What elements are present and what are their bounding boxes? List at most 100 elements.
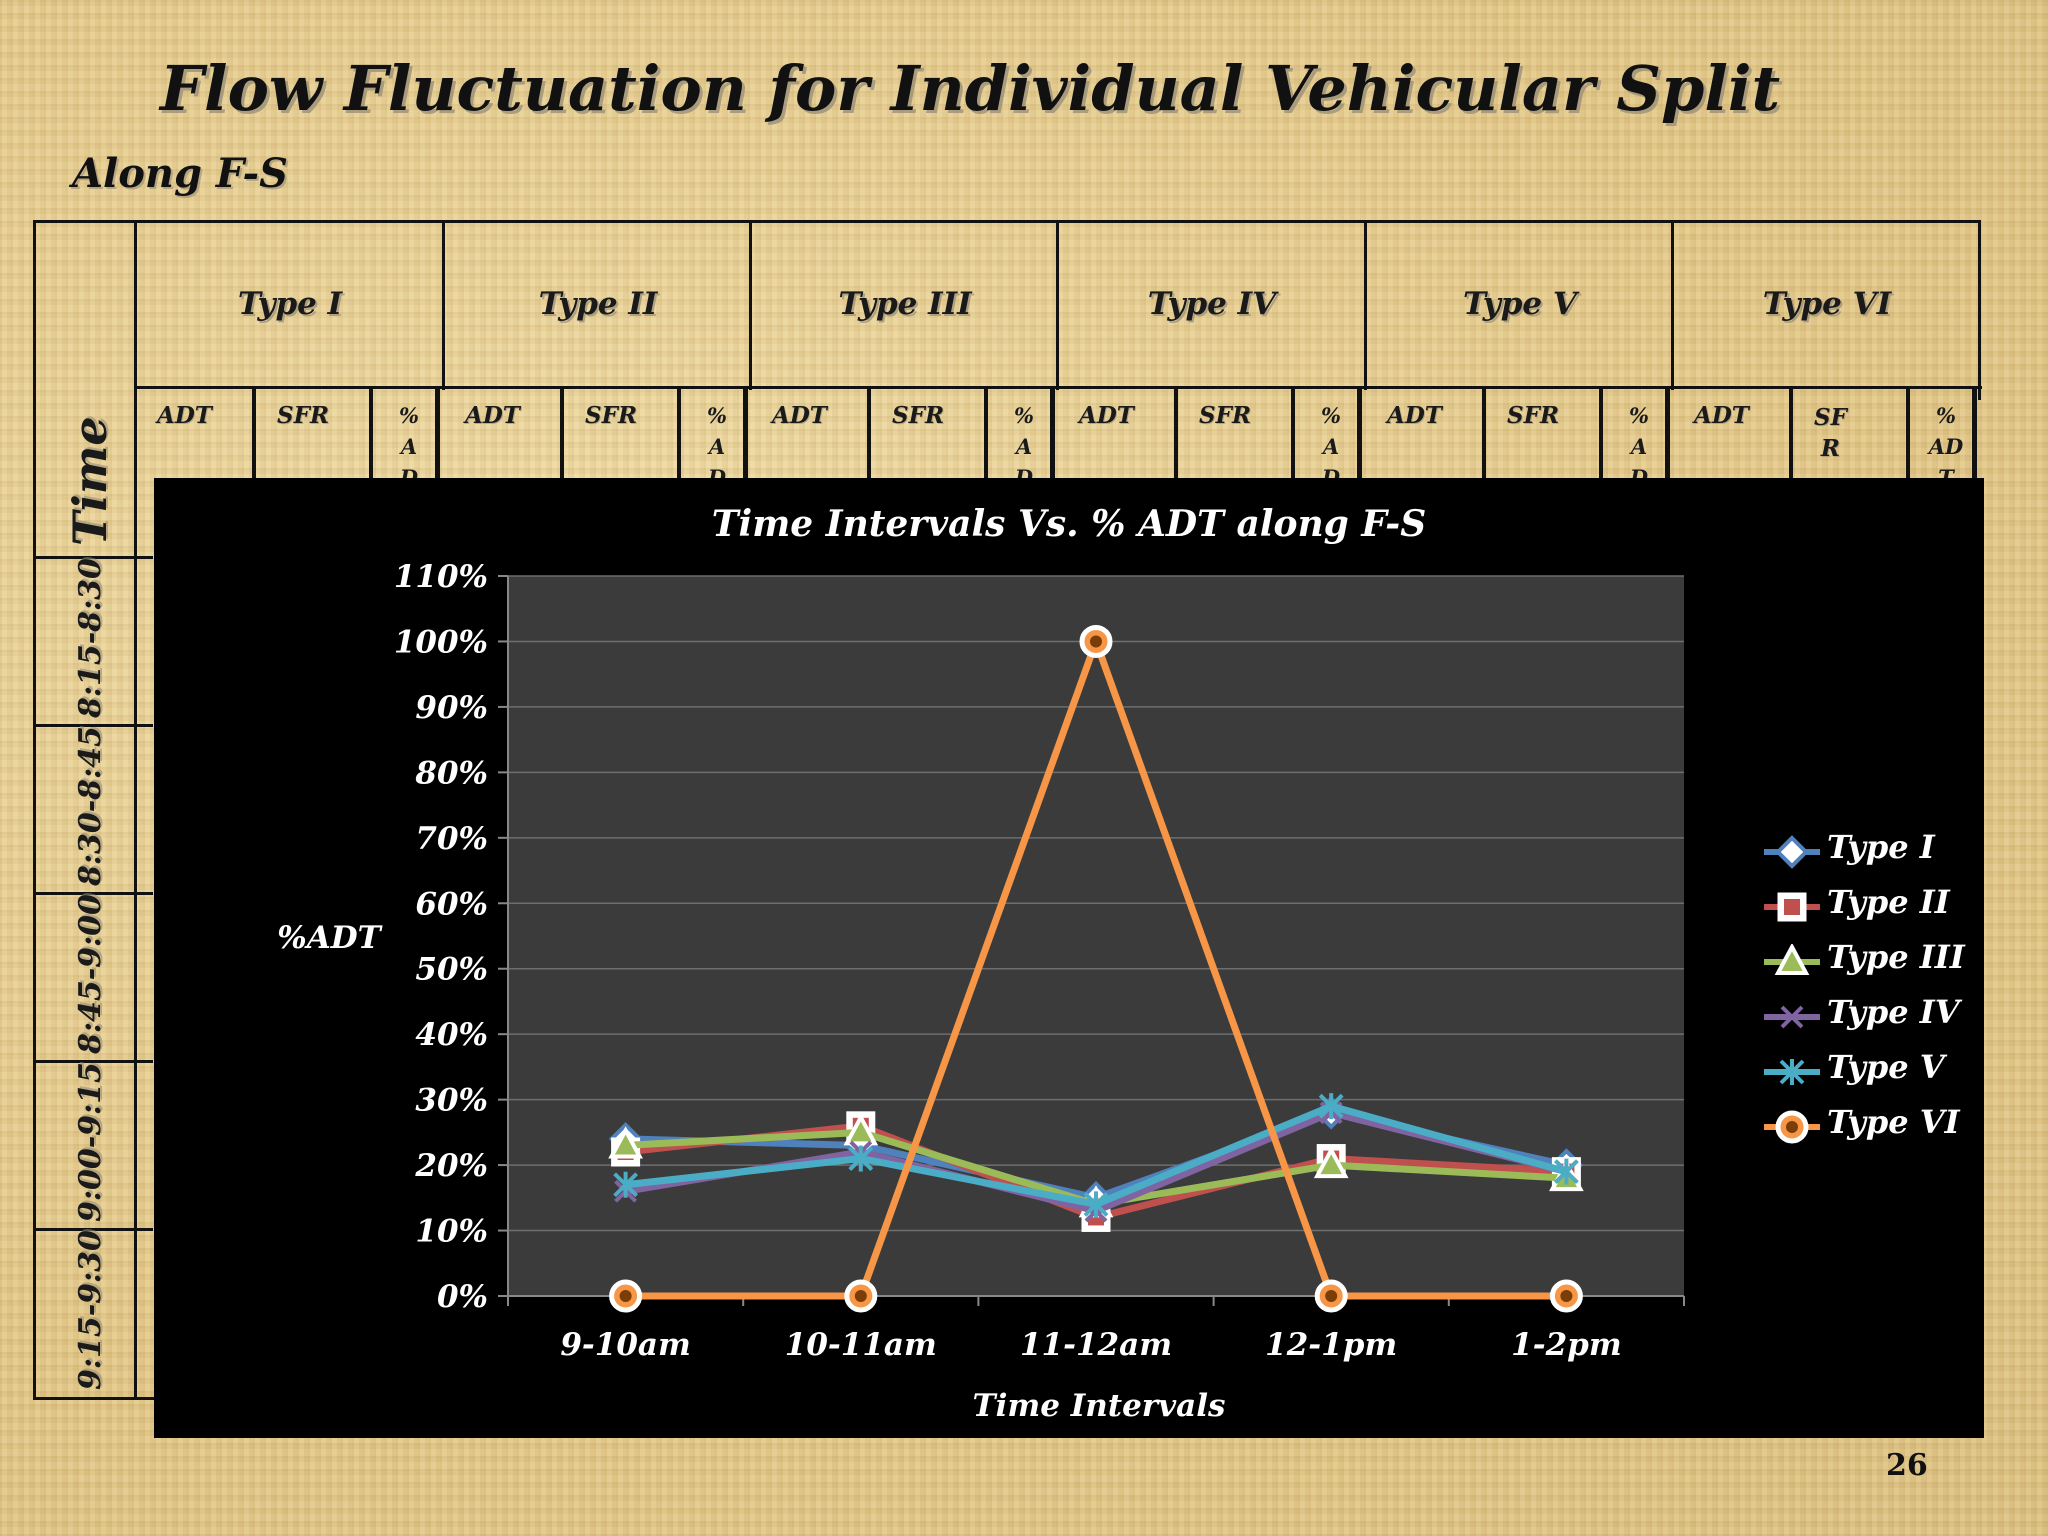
time-row-label: 8:45-9:00: [73, 894, 108, 1054]
x-tick-label: 12-1pm: [1265, 1327, 1397, 1363]
time-row-label: 9:15-9:30: [73, 1230, 108, 1390]
slide-title: Flow Fluctuation for Individual Vehicula…: [160, 52, 1781, 125]
sub-header: ADT: [1387, 402, 1442, 429]
y-axis-title: %ADT: [277, 920, 382, 956]
type-header: Type I: [237, 286, 343, 322]
y-tick-label: 50%: [415, 952, 488, 988]
legend-swatch: [1764, 1059, 1820, 1085]
sub-header: ADT: [772, 402, 827, 429]
y-tick-label: 70%: [415, 821, 488, 857]
series-type-vi: [609, 624, 1583, 1313]
sub-header: SFR: [1507, 402, 1560, 429]
time-header: Time: [63, 416, 117, 546]
legend-marker: [1775, 1110, 1809, 1144]
type-header: Type III: [838, 286, 972, 322]
time-row-label: 9:00-9:15: [73, 1062, 108, 1222]
data-point: [1553, 1158, 1579, 1185]
line-chart: 0% 10% 20% 30% 40% 50% 60% 70% 80% 90% 100% 110% 9-1…: [154, 478, 1984, 1438]
sub-header: SFR: [1199, 402, 1252, 429]
y-tick-label: 40%: [415, 1017, 488, 1053]
cell-border: [1482, 386, 1486, 478]
data-point: [844, 1279, 878, 1313]
cell-border: [435, 386, 440, 478]
legend-label: Type IV: [1827, 993, 1960, 1031]
cell-border: [1599, 386, 1603, 478]
cell-border: [984, 386, 988, 478]
slide-subtitle: Along F-S: [72, 150, 288, 197]
cell-border: [560, 386, 564, 478]
data-point: [1313, 1145, 1349, 1179]
data-point: [1549, 1279, 1583, 1313]
page-number: 26: [1886, 1448, 1928, 1483]
chart-title: Time Intervals Vs. % ADT along F-S: [712, 503, 1426, 545]
sub-header: ADT: [157, 402, 212, 429]
data-point: [608, 1126, 643, 1159]
y-tick-label: 20%: [414, 1148, 488, 1184]
cell-border: [1291, 386, 1295, 478]
x-tick-label: 1-2pm: [1511, 1327, 1621, 1363]
cell-border: [743, 386, 748, 478]
type-header: Type V: [1463, 286, 1577, 322]
legend-label: Type VI: [1827, 1103, 1960, 1141]
x-tick-label: 10-11am: [785, 1327, 937, 1363]
x-tick-label: 11-12am: [1020, 1327, 1172, 1363]
series-type-v: [613, 1093, 1579, 1218]
cell-border: [867, 386, 871, 478]
legend-label: Type II: [1827, 883, 1950, 921]
legend-marker: [1777, 892, 1807, 922]
y-tick-label: 100%: [394, 624, 488, 660]
legend-marker: [1779, 1059, 1805, 1085]
y-tick-label: 10%: [415, 1214, 488, 1250]
cell-border: [1789, 386, 1793, 478]
sub-header: SFR: [277, 402, 330, 429]
cell-border: [252, 386, 256, 478]
sub-header: SFR: [892, 402, 945, 429]
data-point: [1083, 1191, 1109, 1218]
y-tick-label: 80%: [414, 755, 488, 791]
legend-label: Type III: [1827, 938, 1965, 976]
cell-border: [1357, 386, 1362, 478]
time-row-label: 8:30-8:45: [73, 726, 108, 886]
time-row-label: 8:15-8:30: [73, 558, 108, 718]
legend-swatch: [1764, 835, 1820, 869]
x-axis-title: Time Intervals: [973, 1388, 1226, 1424]
sub-header: SFR: [585, 402, 638, 429]
type-header: Type VI: [1762, 286, 1892, 322]
data-point: [1314, 1279, 1348, 1313]
data-point: [613, 1171, 639, 1198]
y-tick-label: 110%: [394, 559, 488, 595]
y-tick-label: 0%: [437, 1279, 488, 1315]
chart-svg: 0% 10% 20% 30% 40% 50% 60% 70% 80% 90% 100% 110% 9-1…: [277, 503, 1685, 1424]
cell-border: [1906, 386, 1910, 478]
data-point: [848, 1145, 874, 1172]
cell-border: [1050, 386, 1055, 478]
type-header: Type IV: [1147, 286, 1277, 322]
data-point: [843, 1113, 879, 1146]
cell-border: [1174, 386, 1178, 478]
sub-header: ADT: [1079, 402, 1134, 429]
data-point: [1079, 624, 1113, 658]
cell-border: [369, 386, 373, 478]
legend-label: Type I: [1827, 828, 1935, 866]
legend-swatch: [1764, 944, 1820, 975]
cell-border: [677, 386, 681, 478]
data-point: [609, 1279, 643, 1313]
legend-marker: [1780, 1005, 1804, 1029]
legend-marker: [1775, 835, 1809, 869]
legend-swatch: [1764, 892, 1820, 922]
legend-swatch: [1764, 1110, 1820, 1144]
data-point: [1318, 1093, 1344, 1120]
sub-header: ADT: [1694, 402, 1749, 429]
cell-border: [1665, 386, 1670, 478]
sub-header: ADT: [465, 402, 520, 429]
y-tick-label: 90%: [415, 690, 488, 726]
legend-label: Type V: [1827, 1048, 1945, 1086]
legend-swatch: [1764, 1005, 1820, 1029]
y-tick-label: 30%: [415, 1083, 488, 1119]
legend-marker: [1774, 944, 1810, 975]
y-tick-label: 60%: [415, 886, 488, 922]
x-tick-label: 9-10am: [560, 1327, 690, 1363]
type-header: Type II: [538, 286, 658, 322]
